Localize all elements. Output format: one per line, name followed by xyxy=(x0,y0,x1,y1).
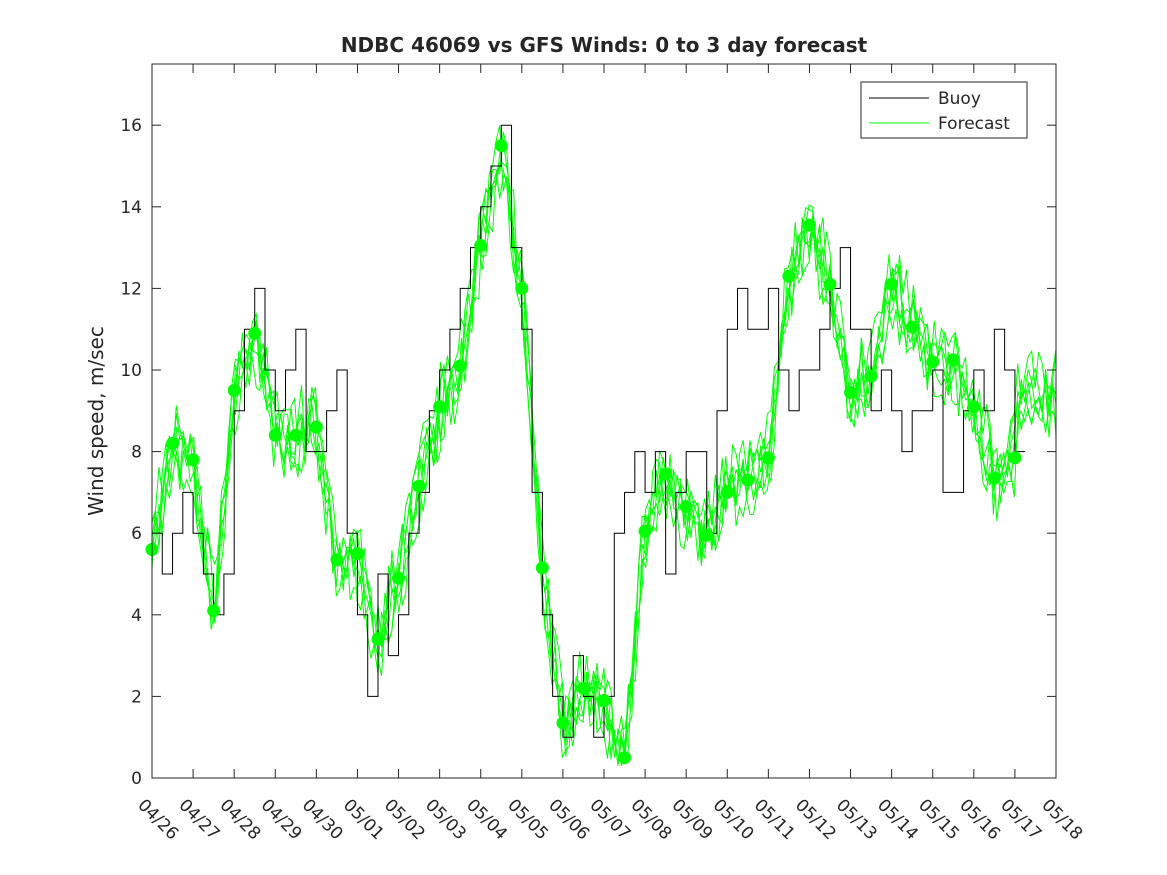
analysis-point xyxy=(371,632,385,646)
y-tick-label: 2 xyxy=(131,687,142,707)
chart-title: NDBC 46069 vs GFS Winds: 0 to 3 day fore… xyxy=(341,33,868,57)
analysis-point xyxy=(844,385,858,399)
analysis-point xyxy=(659,467,673,481)
analysis-point xyxy=(618,751,632,765)
legend: Buoy Forecast xyxy=(860,81,1028,139)
analysis-point xyxy=(926,355,940,369)
analysis-point xyxy=(535,561,549,575)
analysis-point xyxy=(823,277,837,291)
analysis-point xyxy=(782,269,796,283)
analysis-point xyxy=(433,400,447,414)
analysis-point xyxy=(309,420,323,434)
analysis-point xyxy=(597,693,611,707)
legend-buoy-label: Buoy xyxy=(938,89,981,109)
analysis-point xyxy=(1008,451,1022,465)
analysis-point xyxy=(494,139,508,153)
y-tick-label: 12 xyxy=(120,279,142,299)
analysis-point xyxy=(720,485,734,499)
y-tick-label: 14 xyxy=(120,198,142,218)
legend-box xyxy=(860,81,1028,139)
y-tick-label: 0 xyxy=(131,769,142,789)
analysis-point xyxy=(268,428,282,442)
analysis-point xyxy=(453,359,467,373)
analysis-point xyxy=(967,400,981,414)
analysis-point xyxy=(885,277,899,291)
analysis-point xyxy=(207,604,221,618)
analysis-point xyxy=(186,453,200,467)
analysis-point xyxy=(330,553,344,567)
legend-forecast-label: Forecast xyxy=(938,114,1010,134)
forecast-line xyxy=(151,164,1057,766)
analysis-point xyxy=(412,479,426,493)
forecast-line xyxy=(151,142,1057,765)
analysis-point xyxy=(761,451,775,465)
buoy-line xyxy=(152,124,1026,738)
analysis-point xyxy=(350,547,364,561)
analysis-point xyxy=(474,239,488,253)
analysis-point xyxy=(741,473,755,487)
analysis-point xyxy=(556,716,570,730)
series-layer xyxy=(151,124,1057,766)
y-tick-label: 16 xyxy=(120,116,142,136)
y-tick-label: 10 xyxy=(120,361,142,381)
analysis-point xyxy=(802,218,816,232)
analysis-point xyxy=(700,528,714,542)
analysis-point xyxy=(679,500,693,514)
y-axis: 0 2 4 6 8 10 12 14 16 xyxy=(120,116,1056,789)
analysis-point xyxy=(905,320,919,334)
analysis-point xyxy=(638,524,652,538)
analysis-point xyxy=(946,353,960,367)
analysis-point xyxy=(248,326,262,340)
analysis-point xyxy=(987,471,1001,485)
analysis-markers xyxy=(145,139,1022,765)
analysis-point xyxy=(289,428,303,442)
y-tick-label: 6 xyxy=(131,524,142,544)
analysis-point xyxy=(864,369,878,383)
y-tick-label: 8 xyxy=(131,443,142,463)
analysis-point xyxy=(392,571,406,585)
y-axis-label: Wind speed, m/sec xyxy=(84,326,108,516)
analysis-point xyxy=(227,383,241,397)
analysis-point xyxy=(515,281,529,295)
y-tick-label: 4 xyxy=(131,606,142,626)
analysis-point xyxy=(576,681,590,695)
analysis-point xyxy=(166,436,180,450)
